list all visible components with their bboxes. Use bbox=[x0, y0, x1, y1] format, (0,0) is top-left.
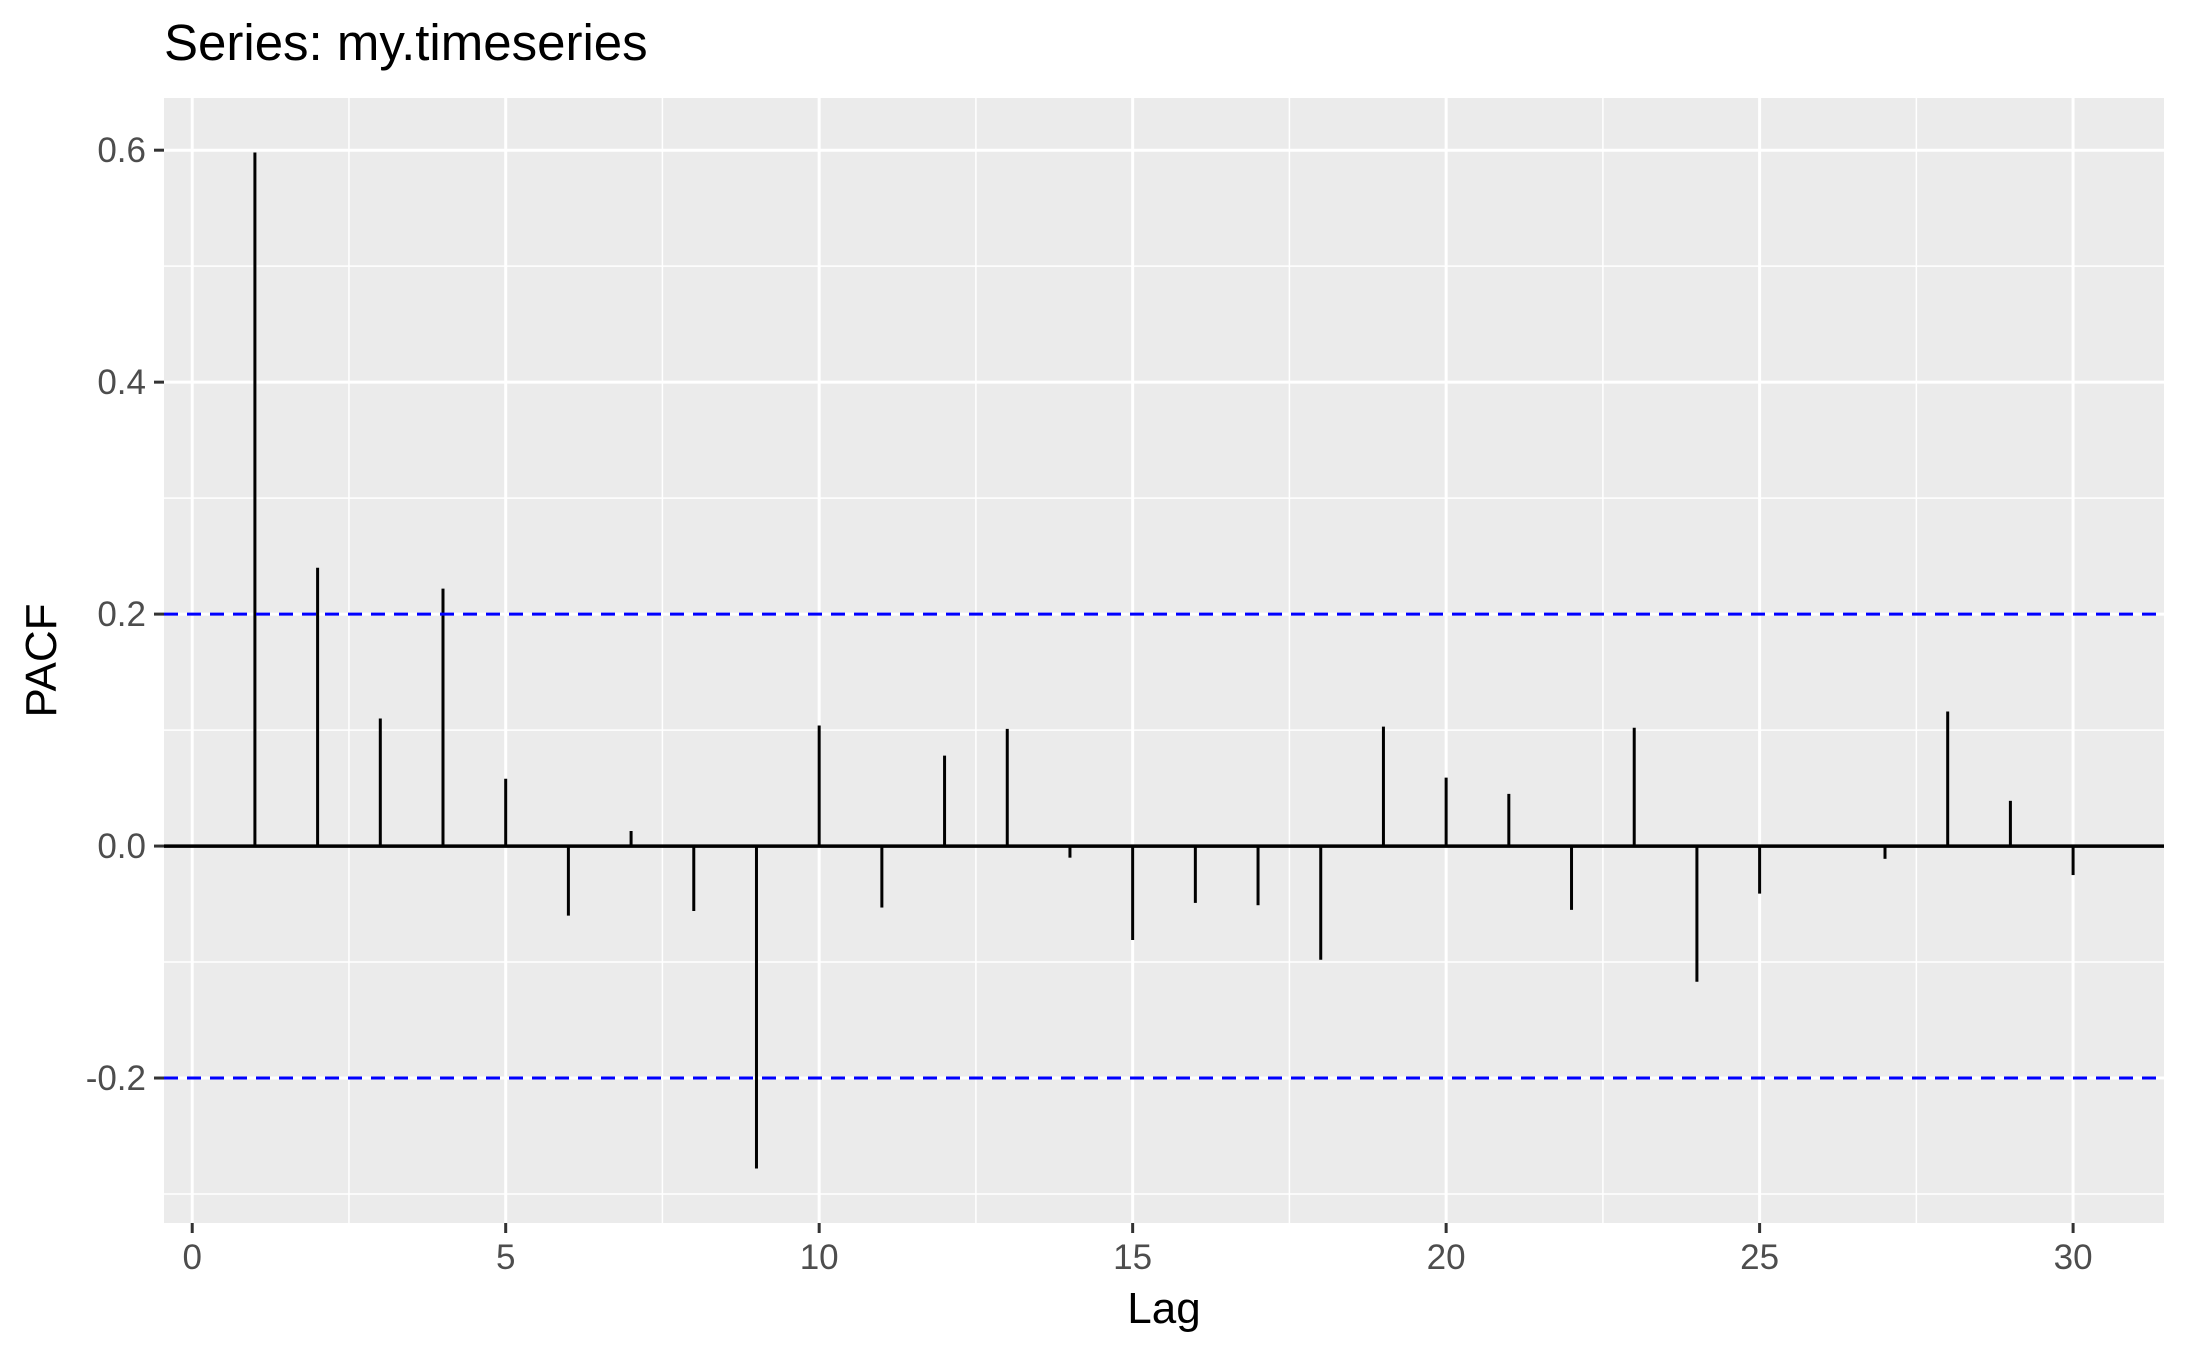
minor-gridlines bbox=[164, 98, 2164, 1223]
x-axis-title: Lag bbox=[1127, 1284, 1200, 1333]
pacf-spikes bbox=[253, 152, 2075, 1169]
x-tick-label: 25 bbox=[1740, 1238, 1779, 1277]
y-tick-label: 0.4 bbox=[97, 363, 146, 402]
y-tick-label: 0.2 bbox=[97, 595, 146, 634]
y-tick-label: 0.6 bbox=[97, 131, 146, 170]
x-tick-label: 5 bbox=[496, 1238, 515, 1277]
plot-panel bbox=[164, 98, 2164, 1223]
x-tick-label: 20 bbox=[1427, 1238, 1466, 1277]
x-tick-label: 10 bbox=[800, 1238, 839, 1277]
y-tick-label: 0.0 bbox=[97, 827, 146, 866]
x-tick-label: 30 bbox=[2054, 1238, 2093, 1277]
x-axis: 0 5 10 15 20 25 30 bbox=[182, 1223, 2093, 1277]
confidence-lines bbox=[164, 612, 2164, 1080]
x-tick-label: 0 bbox=[182, 1238, 201, 1277]
y-axis: -0.2 0.0 0.2 0.4 0.6 bbox=[86, 131, 164, 1098]
y-tick-label: -0.2 bbox=[86, 1059, 146, 1098]
chart-title: Series: my.timeseries bbox=[164, 14, 648, 71]
y-axis-title: PACF bbox=[17, 603, 66, 717]
x-tick-label: 15 bbox=[1113, 1238, 1152, 1277]
